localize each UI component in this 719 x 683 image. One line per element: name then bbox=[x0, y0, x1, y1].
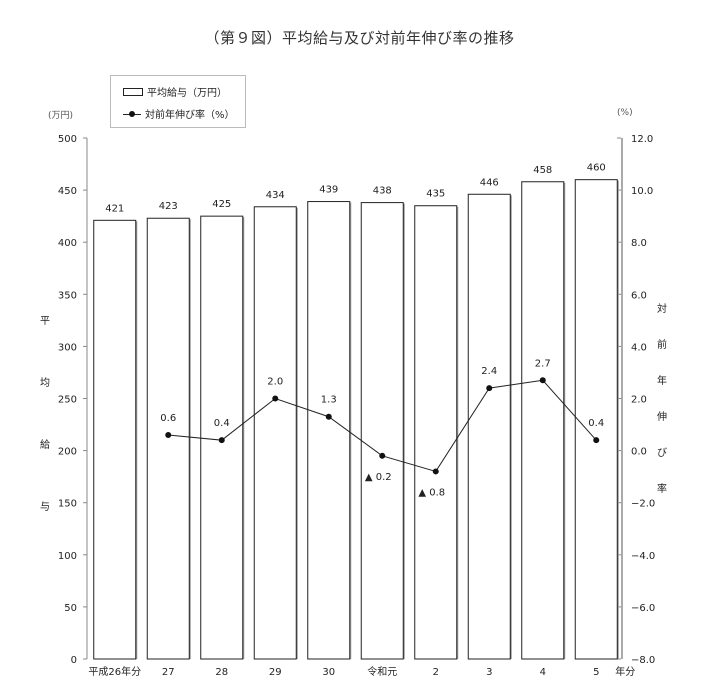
right-axis-title-char: 率 bbox=[657, 484, 667, 495]
growth-rate-label: 0.4 bbox=[214, 418, 230, 429]
growth-rate-marker bbox=[432, 468, 439, 475]
growth-rate-marker bbox=[165, 431, 172, 438]
left-axis-tick-label: 200 bbox=[58, 447, 77, 458]
left-axis-title-char: 平 bbox=[40, 316, 50, 327]
bar bbox=[307, 201, 351, 660]
bar-value-label: 423 bbox=[159, 201, 178, 212]
x-axis-category-label: 令和元 bbox=[367, 665, 397, 678]
line-marker-icon bbox=[123, 109, 141, 119]
right-axis-title-char: 対 bbox=[657, 304, 667, 315]
growth-rate-label: 0.4 bbox=[588, 418, 604, 429]
left-axis-tick-label: 100 bbox=[58, 551, 77, 562]
bar bbox=[521, 181, 565, 660]
bar-value-label: 435 bbox=[426, 189, 445, 200]
left-axis-tick-label: 300 bbox=[58, 342, 77, 353]
right-axis-tick-label: −2.0 bbox=[631, 499, 655, 510]
left-axis-tick-label: 50 bbox=[64, 603, 77, 614]
growth-rate-label: 2.0 bbox=[267, 377, 283, 388]
right-axis-tick-label: 0.0 bbox=[631, 447, 647, 458]
right-axis-tick-label: 6.0 bbox=[631, 290, 647, 301]
bar-value-label: 434 bbox=[266, 190, 285, 201]
growth-rate-marker bbox=[486, 385, 493, 392]
left-axis-tick-label: 500 bbox=[58, 134, 77, 145]
x-axis-category-label: 30 bbox=[322, 667, 335, 678]
growth-rate-marker bbox=[218, 437, 225, 444]
right-axis-tick-label: 12.0 bbox=[631, 134, 653, 145]
left-axis-tick-label: 250 bbox=[58, 395, 77, 406]
right-axis-title-char: 年 bbox=[657, 376, 667, 387]
right-axis-tick-label: −4.0 bbox=[631, 551, 655, 562]
right-axis-title-char: 伸 bbox=[657, 412, 667, 423]
growth-rate-marker bbox=[379, 452, 386, 459]
left-axis-tick-label: 400 bbox=[58, 238, 77, 249]
growth-rate-label: 1.3 bbox=[321, 395, 337, 406]
growth-rate-marker bbox=[593, 437, 600, 444]
x-axis-category-label: 5 bbox=[593, 667, 599, 678]
bar bbox=[360, 202, 404, 660]
growth-rate-label: ▲ 0.8 bbox=[418, 487, 445, 498]
bar bbox=[146, 217, 190, 660]
left-axis-tick-label: 450 bbox=[58, 186, 77, 197]
right-axis-tick-label: 2.0 bbox=[631, 395, 647, 406]
growth-rate-label: 0.6 bbox=[160, 413, 176, 424]
x-axis-category-label: 2 bbox=[433, 667, 439, 678]
bar-value-label: 438 bbox=[373, 186, 392, 197]
right-axis-title-char: 前 bbox=[657, 340, 667, 351]
legend-item-bar: 平均給与（万円） bbox=[123, 84, 227, 99]
bar-value-label: 446 bbox=[480, 177, 499, 188]
x-axis-category-label: 28 bbox=[215, 667, 228, 678]
right-axis-tick-label: 8.0 bbox=[631, 238, 647, 249]
bar bbox=[253, 206, 297, 660]
x-axis-category-label: 4 bbox=[540, 667, 546, 678]
legend: 平均給与（万円） 対前年伸び率（%） bbox=[110, 75, 246, 128]
bar bbox=[574, 179, 618, 660]
growth-rate-label: 2.7 bbox=[535, 358, 551, 369]
legend-bar-label: 平均給与（万円） bbox=[147, 88, 227, 99]
right-axis-unit: (%) bbox=[617, 108, 633, 118]
x-axis-category-label: 27 bbox=[162, 667, 175, 678]
left-axis-tick-label: 0 bbox=[71, 655, 77, 666]
right-axis-tick-label: 4.0 bbox=[631, 342, 647, 353]
x-axis-category-label: 29 bbox=[269, 667, 282, 678]
bar-value-label: 439 bbox=[319, 185, 338, 196]
left-axis-tick-label: 350 bbox=[58, 290, 77, 301]
growth-rate-label: 2.4 bbox=[481, 366, 497, 377]
bar bbox=[467, 193, 511, 660]
bar-value-label: 421 bbox=[105, 203, 124, 214]
left-axis-tick-label: 150 bbox=[58, 499, 77, 510]
bar bbox=[93, 219, 137, 660]
left-axis-unit: (万円) bbox=[48, 111, 74, 121]
chart-title: （第９図）平均給与及び対前年伸び率の推移 bbox=[204, 29, 515, 47]
bar bbox=[414, 205, 458, 660]
right-axis-tick-label: 10.0 bbox=[631, 186, 653, 197]
left-axis-title-char: 給 bbox=[40, 440, 50, 451]
left-axis-title-char: 与 bbox=[40, 502, 50, 513]
right-axis-tick-label: −6.0 bbox=[631, 603, 655, 614]
growth-rate-label: ▲ 0.2 bbox=[365, 472, 392, 483]
bar-value-label: 425 bbox=[212, 199, 231, 210]
left-axis-title-char: 均 bbox=[40, 378, 50, 389]
legend-item-line: 対前年伸び率（%） bbox=[123, 106, 235, 121]
growth-rate-marker bbox=[539, 377, 546, 384]
right-axis-title-char: び bbox=[657, 448, 667, 459]
legend-line-label: 対前年伸び率（%） bbox=[145, 110, 235, 121]
growth-rate-marker bbox=[272, 395, 279, 402]
bar-swatch-icon bbox=[123, 87, 143, 96]
growth-rate-marker bbox=[325, 413, 332, 420]
x-axis-category-label: 平成26年分 bbox=[88, 665, 141, 678]
x-axis-category-label: 3 bbox=[486, 667, 492, 678]
x-axis-suffix: 年分 bbox=[615, 665, 635, 678]
bar-value-label: 458 bbox=[533, 165, 552, 176]
right-axis-tick-label: −8.0 bbox=[631, 655, 655, 666]
bar-value-label: 460 bbox=[587, 163, 606, 174]
